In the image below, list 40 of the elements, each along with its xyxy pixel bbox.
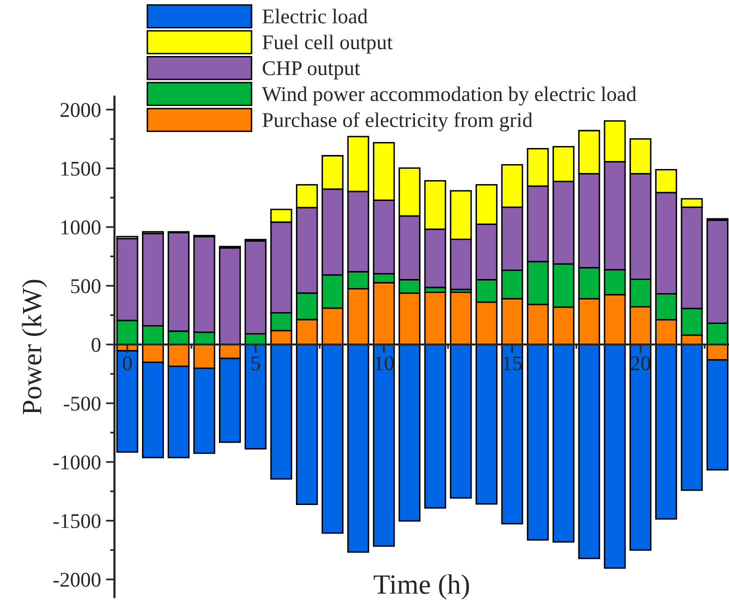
x-tick-label: 5 [252, 356, 260, 370]
bar [526, 344, 549, 541]
x-tick-label: 10 [375, 356, 394, 370]
bar [450, 292, 472, 346]
x-axis-title: Time (h) [374, 574, 469, 600]
bar [680, 344, 703, 491]
bar [347, 344, 370, 553]
bar [424, 344, 446, 509]
bar [424, 292, 446, 346]
bar [630, 344, 652, 551]
y-tick-label: -500 [64, 396, 100, 411]
bar [476, 344, 498, 505]
y-tick-label: 0 [92, 338, 100, 352]
y-tick-label: 1500 [61, 162, 100, 176]
bar [322, 344, 344, 534]
legend-label: CHP output [262, 61, 360, 80]
bar [398, 344, 420, 522]
bar [655, 344, 678, 520]
bar [270, 344, 292, 480]
y-tick-label: -1500 [53, 514, 100, 528]
legend-label: Electric load [262, 8, 368, 24]
bar [578, 344, 600, 560]
bar [552, 344, 574, 543]
bar [501, 344, 524, 524]
x-tick-label: 0 [122, 356, 132, 370]
y-axis-title: Power (kW) [22, 280, 48, 414]
legend-label: Fuel cell output [262, 34, 393, 54]
bar [296, 344, 318, 505]
y-tick-label: -2000 [53, 572, 100, 587]
y-tick-label: 2000 [60, 102, 100, 118]
y-tick-label: -1000 [53, 455, 100, 470]
legend-label: Wind power accommodation by electric load [262, 86, 636, 106]
bar [604, 344, 626, 569]
bar [372, 344, 395, 547]
bar [244, 344, 267, 450]
y-tick-label: 1000 [61, 220, 100, 234]
bar [218, 247, 241, 346]
bar [450, 344, 472, 499]
legend-label: Purchase of electricity from grid [262, 112, 532, 132]
y-tick-label: 500 [71, 279, 100, 294]
